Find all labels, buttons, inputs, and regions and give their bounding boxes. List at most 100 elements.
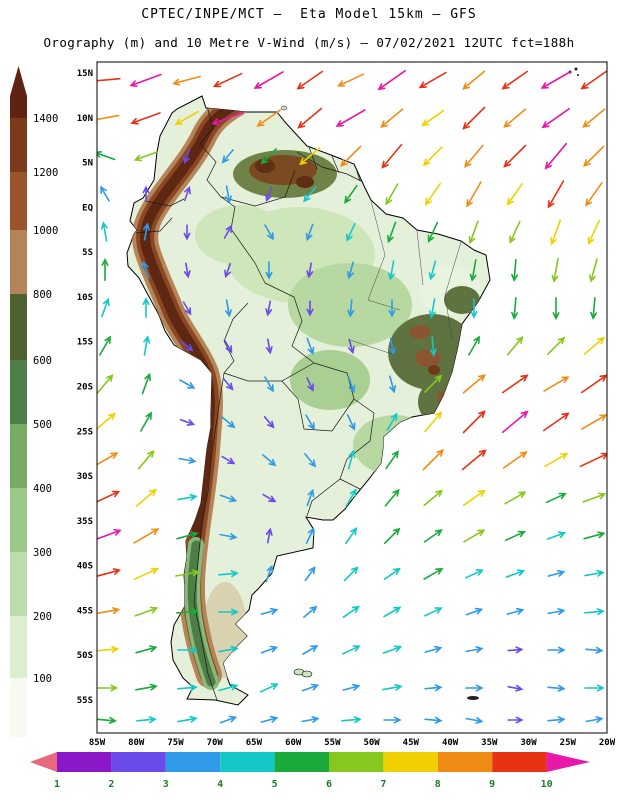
- wind-arrow: [551, 258, 559, 283]
- wind-arrow: [265, 186, 273, 203]
- wind-arrow: [424, 684, 443, 692]
- wind-arrow: [428, 298, 436, 319]
- windbar-segment: [57, 752, 112, 772]
- longitude-label: 75W: [167, 738, 184, 748]
- wind-arrow: [218, 683, 239, 692]
- wind-arrow: [582, 492, 607, 503]
- latitude-label: 35S: [77, 517, 93, 527]
- latitude-label: 25S: [77, 427, 93, 437]
- latitude-label: 40S: [77, 562, 93, 572]
- wind-arrow: [133, 567, 160, 581]
- orography-level-label: 300: [33, 547, 52, 559]
- wind-arrow: [178, 457, 197, 464]
- wind-arrow: [506, 607, 525, 615]
- orography-level-label: 1000: [33, 225, 58, 237]
- orography-level-label: 200: [33, 611, 52, 623]
- wind-arrow: [384, 527, 401, 544]
- wind-arrow: [552, 297, 560, 321]
- state-borders: [349, 200, 462, 356]
- wind-arrow: [423, 529, 443, 543]
- longitude-label: 40W: [442, 738, 459, 748]
- wind-arrow: [303, 605, 318, 618]
- wind-arrow: [384, 488, 400, 507]
- wind-arrow: [547, 336, 566, 355]
- wind-arrow: [134, 606, 159, 617]
- orography-colorbar-segment: [10, 172, 27, 230]
- wind-arrow: [265, 338, 273, 355]
- wind-arrow: [263, 416, 275, 429]
- wind-arrow: [135, 488, 157, 507]
- wind-arrow: [218, 608, 239, 616]
- wind-arrow: [143, 335, 151, 356]
- wind-arrow: [581, 374, 607, 394]
- wind-arrow: [219, 715, 238, 724]
- orography-level-label: 400: [33, 483, 52, 495]
- wind-arrow: [183, 148, 191, 165]
- wind-arrow: [380, 108, 404, 128]
- brazilian-highlands: [444, 286, 480, 314]
- wind-arrow: [306, 337, 315, 356]
- wind-arrow: [506, 182, 523, 206]
- wind-arrow: [465, 569, 484, 579]
- wind-arrow: [256, 109, 281, 127]
- wind-arrow: [580, 70, 607, 90]
- latitude-label: 20S: [77, 383, 93, 393]
- longitude-label: 25W: [560, 738, 577, 748]
- wind-arrow: [385, 183, 399, 206]
- wind-arrow: [340, 145, 362, 167]
- wind-arrow: [507, 716, 524, 724]
- wind-arrow: [541, 108, 570, 129]
- wind-arrow: [253, 71, 284, 89]
- wind-arrow: [262, 493, 277, 503]
- wind-arrow: [346, 414, 356, 431]
- windbar-segment: [329, 752, 384, 772]
- wind-arrow: [501, 70, 528, 90]
- wind-arrow: [345, 527, 358, 545]
- wind-arrow: [547, 684, 566, 692]
- wind-arrow: [463, 529, 486, 543]
- orography-colorbar-segment: [10, 616, 27, 678]
- wind-arrow: [550, 219, 562, 246]
- wind-arrow: [306, 377, 314, 392]
- wind-arrow: [465, 717, 484, 724]
- orography-colorbar: 1400 1200 1000 800 600 500 400 300 200 100: [10, 66, 58, 737]
- longitude-label: 20W: [599, 738, 616, 748]
- longitude-label: 85W: [89, 738, 106, 748]
- wind-arrow: [136, 716, 157, 724]
- wind-arrow: [385, 450, 399, 470]
- wind-arrow: [585, 646, 604, 654]
- wind-arrow: [389, 375, 397, 394]
- guiana-highlands-peak: [255, 159, 275, 173]
- wind-arrow: [97, 716, 117, 724]
- wind-arrow: [177, 646, 198, 654]
- wind-arrow: [383, 567, 401, 580]
- map-frame: [96, 61, 608, 734]
- orography-level-label: 1200: [33, 167, 58, 179]
- highlands-brown-spot: [410, 325, 430, 339]
- wind-arrow: [343, 566, 359, 582]
- latitude-label: 50S: [77, 651, 93, 661]
- wind-arrow: [582, 108, 606, 128]
- latitude-label: EQ: [82, 203, 93, 213]
- orography-colorbar-segment: [10, 294, 27, 360]
- wind-arrow: [540, 71, 571, 89]
- south-georgia-island: [467, 696, 479, 700]
- wind-arrow: [423, 568, 444, 580]
- wind-arrow: [465, 646, 484, 653]
- longitude-label: 60W: [285, 738, 302, 748]
- wind-arrow: [177, 493, 198, 501]
- windbar-segment: [274, 752, 329, 772]
- wind-arrow: [141, 260, 150, 279]
- longitude-axis-labels: 85W 80W 75W 70W 65W 60W 55W 50W 45W 40W 35W 30W 25W 2…: [89, 738, 616, 748]
- wind-speed-label: 10: [541, 779, 553, 790]
- latitude-label: 15N: [77, 69, 93, 79]
- wind-arrow: [218, 570, 239, 578]
- wind-arrow: [179, 379, 196, 389]
- wind-arrow: [501, 410, 529, 434]
- wind-arrow: [225, 185, 232, 204]
- wind-arrow: [129, 73, 162, 87]
- wind-arrow: [462, 70, 486, 90]
- guiana-highlands-peak: [296, 176, 314, 188]
- wind-arrow: [142, 185, 150, 202]
- orography-colorbar-segment: [10, 552, 27, 616]
